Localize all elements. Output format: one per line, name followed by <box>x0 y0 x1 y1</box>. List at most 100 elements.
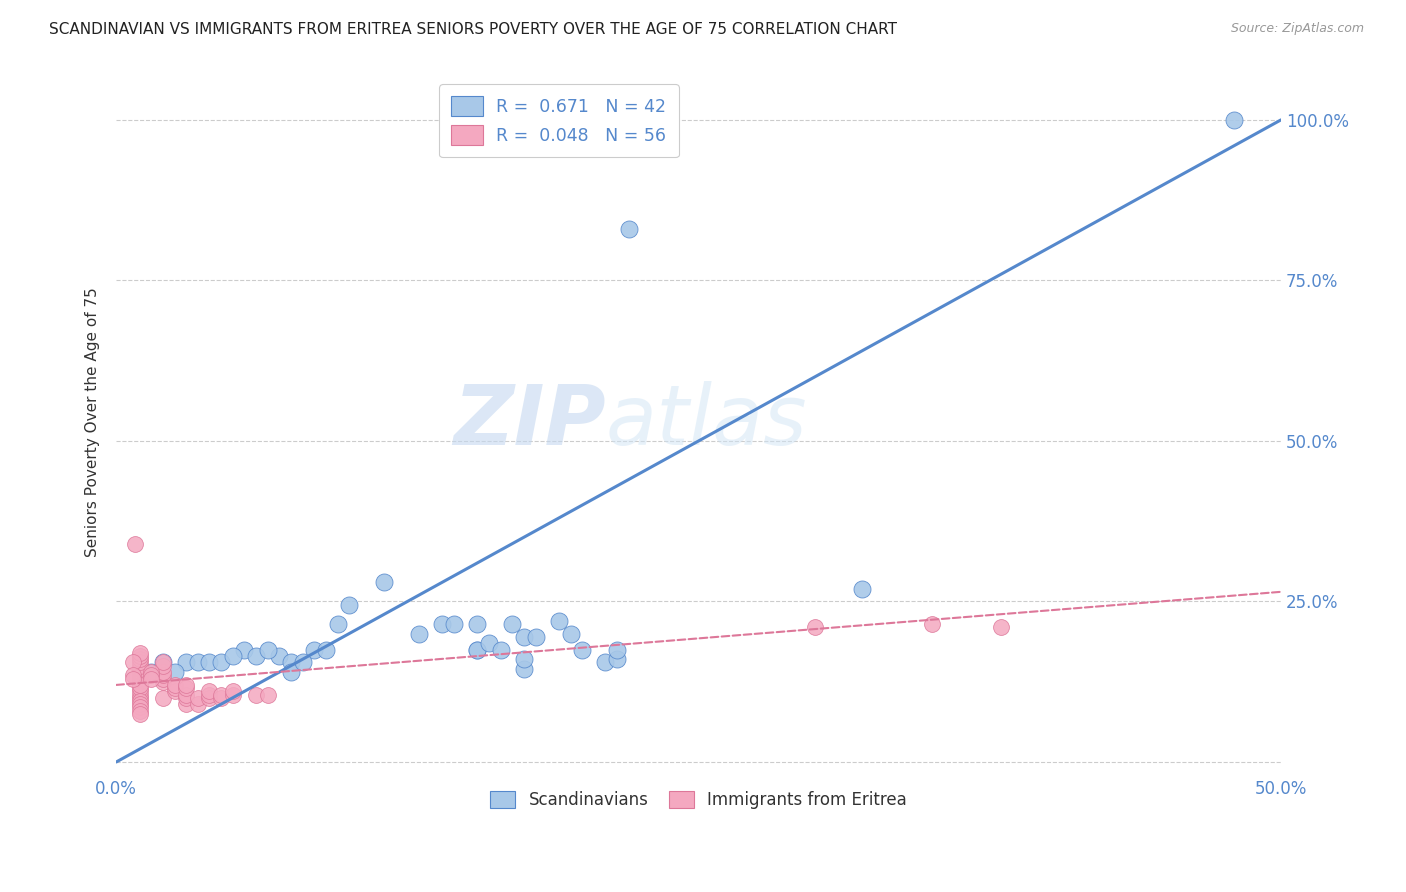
Point <box>851 582 873 596</box>
Point <box>337 598 360 612</box>
Point <box>128 700 150 714</box>
Point <box>291 656 314 670</box>
Point <box>513 630 536 644</box>
Point <box>804 620 827 634</box>
Point <box>443 616 465 631</box>
Point <box>152 665 174 679</box>
Point <box>513 652 536 666</box>
Point <box>163 681 186 695</box>
Point <box>256 688 278 702</box>
Point <box>121 672 143 686</box>
Point <box>209 690 232 705</box>
Point <box>121 656 143 670</box>
Point <box>606 652 628 666</box>
Point <box>152 656 174 670</box>
Point <box>198 690 221 705</box>
Point <box>174 681 197 695</box>
Point <box>124 536 146 550</box>
Point <box>128 668 150 682</box>
Point <box>465 616 488 631</box>
Point <box>245 688 267 702</box>
Point <box>128 681 150 695</box>
Point <box>121 668 143 682</box>
Point <box>547 614 569 628</box>
Point <box>128 684 150 698</box>
Point <box>128 658 150 673</box>
Legend: Scandinavians, Immigrants from Eritrea: Scandinavians, Immigrants from Eritrea <box>484 784 914 816</box>
Point <box>174 656 197 670</box>
Point <box>990 620 1012 634</box>
Text: Source: ZipAtlas.com: Source: ZipAtlas.com <box>1230 22 1364 36</box>
Point <box>128 704 150 718</box>
Point <box>432 616 454 631</box>
Point <box>408 626 430 640</box>
Point <box>128 678 150 692</box>
Point <box>163 684 186 698</box>
Point <box>326 616 349 631</box>
Point <box>163 665 186 679</box>
Point <box>465 642 488 657</box>
Point <box>174 688 197 702</box>
Point <box>571 642 593 657</box>
Point <box>174 690 197 705</box>
Point <box>163 678 186 692</box>
Point <box>128 697 150 711</box>
Point <box>128 672 150 686</box>
Point <box>595 656 617 670</box>
Point <box>465 642 488 657</box>
Point <box>152 656 174 670</box>
Point <box>152 668 174 682</box>
Point <box>617 222 640 236</box>
Point <box>128 706 150 721</box>
Point <box>222 688 245 702</box>
Point <box>141 665 163 679</box>
Point <box>128 652 150 666</box>
Point <box>128 648 150 663</box>
Point <box>209 656 232 670</box>
Point <box>187 690 209 705</box>
Point <box>128 646 150 660</box>
Point <box>141 665 163 679</box>
Point <box>245 648 267 663</box>
Point <box>198 688 221 702</box>
Point <box>513 662 536 676</box>
Point <box>187 697 209 711</box>
Point <box>141 672 163 686</box>
Point <box>174 678 197 692</box>
Point <box>560 626 582 640</box>
Point <box>1223 112 1246 127</box>
Point <box>128 665 150 679</box>
Point <box>222 648 245 663</box>
Point <box>315 642 337 657</box>
Y-axis label: Seniors Poverty Over the Age of 75: Seniors Poverty Over the Age of 75 <box>86 287 100 557</box>
Point <box>174 697 197 711</box>
Point <box>141 668 163 682</box>
Point <box>373 575 395 590</box>
Point <box>233 642 256 657</box>
Point <box>152 672 174 686</box>
Point <box>198 656 221 670</box>
Point <box>280 656 302 670</box>
Point <box>524 630 547 644</box>
Text: ZIP: ZIP <box>453 381 606 462</box>
Point <box>304 642 326 657</box>
Point <box>187 656 209 670</box>
Point <box>152 690 174 705</box>
Point <box>280 665 302 679</box>
Text: atlas: atlas <box>606 381 807 462</box>
Text: SCANDINAVIAN VS IMMIGRANTS FROM ERITREA SENIORS POVERTY OVER THE AGE OF 75 CORRE: SCANDINAVIAN VS IMMIGRANTS FROM ERITREA … <box>49 22 897 37</box>
Point <box>478 636 501 650</box>
Point <box>152 674 174 689</box>
Point <box>269 648 291 663</box>
Point <box>921 616 943 631</box>
Point <box>128 674 150 689</box>
Point <box>209 688 232 702</box>
Point <box>256 642 278 657</box>
Point <box>222 684 245 698</box>
Point <box>128 662 150 676</box>
Point <box>128 694 150 708</box>
Point <box>489 642 512 657</box>
Point <box>128 690 150 705</box>
Point <box>198 684 221 698</box>
Point <box>128 656 150 670</box>
